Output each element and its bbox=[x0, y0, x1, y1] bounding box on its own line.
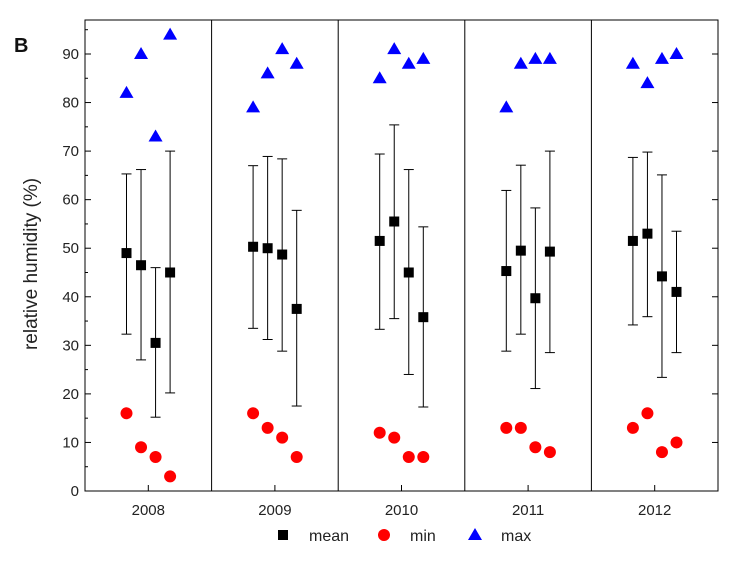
mean-point bbox=[262, 243, 273, 254]
min-point bbox=[388, 431, 401, 444]
y-tick-label: 0 bbox=[71, 483, 79, 500]
max-point bbox=[275, 42, 290, 55]
mean-point bbox=[277, 249, 288, 260]
max-point bbox=[654, 51, 669, 64]
mean-point bbox=[544, 246, 555, 257]
min-point bbox=[543, 446, 556, 459]
mean-point bbox=[671, 286, 682, 297]
y-tick-label: 40 bbox=[62, 289, 79, 306]
max-point bbox=[640, 76, 655, 89]
min-point bbox=[247, 407, 260, 420]
x-tick-label: 2011 bbox=[512, 502, 544, 519]
legend-label-max: max bbox=[501, 528, 531, 545]
min-point bbox=[500, 421, 513, 434]
max-point bbox=[513, 56, 528, 69]
max-point bbox=[134, 46, 149, 59]
min-point bbox=[149, 451, 162, 464]
y-tick-label: 90 bbox=[62, 46, 79, 63]
max-point bbox=[499, 100, 514, 113]
y-tick-label: 10 bbox=[62, 434, 79, 451]
legend-label-min: min bbox=[410, 528, 436, 545]
max-point bbox=[401, 56, 416, 69]
mean-point bbox=[136, 260, 147, 271]
min-point bbox=[276, 431, 289, 444]
y-tick-label: 30 bbox=[62, 337, 79, 354]
mean-point bbox=[403, 267, 414, 278]
min-point bbox=[514, 421, 527, 434]
y-tick-label: 20 bbox=[62, 386, 79, 403]
mean-point bbox=[248, 241, 259, 252]
mean-point bbox=[121, 248, 132, 259]
mean-point bbox=[515, 245, 526, 256]
mean-point bbox=[627, 235, 638, 246]
min-point bbox=[402, 451, 415, 464]
y-tick-label: 50 bbox=[62, 240, 79, 257]
legend: mean min max bbox=[278, 528, 531, 545]
min-point bbox=[626, 421, 639, 434]
mean-point bbox=[291, 303, 302, 314]
min-point bbox=[120, 407, 133, 420]
x-tick-label: 2009 bbox=[258, 502, 291, 519]
max-point bbox=[372, 71, 387, 84]
legend-min-marker bbox=[378, 529, 390, 541]
max-point bbox=[246, 100, 261, 113]
min-point bbox=[373, 426, 386, 439]
max-point bbox=[528, 51, 543, 64]
mean-point bbox=[656, 271, 667, 282]
legend-max-marker bbox=[468, 528, 482, 540]
min-point bbox=[261, 421, 274, 434]
panel-label: B bbox=[14, 35, 28, 57]
max-point bbox=[625, 56, 640, 69]
y-tick-label: 70 bbox=[62, 143, 79, 160]
min-point bbox=[655, 446, 668, 459]
min-point bbox=[529, 441, 542, 454]
mean-point bbox=[530, 293, 541, 304]
plot-area: 0 10 20 30 40 50 60 70 80 90 2008 2009 2010 2011 2012 bbox=[62, 19, 719, 519]
mean-point bbox=[374, 235, 385, 246]
max-point bbox=[148, 129, 163, 142]
max-point bbox=[669, 46, 684, 59]
min-point bbox=[417, 451, 430, 464]
min-point bbox=[164, 470, 177, 483]
min-point bbox=[135, 441, 148, 454]
min-point bbox=[670, 436, 683, 449]
mean-point bbox=[642, 228, 653, 239]
y-axis-label: relative humidity (%) bbox=[21, 178, 42, 350]
y-tick-label: 80 bbox=[62, 95, 79, 112]
x-tick-label: 2010 bbox=[385, 502, 418, 519]
max-point bbox=[289, 56, 304, 69]
y-tick-label: 60 bbox=[62, 192, 79, 209]
mean-point bbox=[165, 267, 176, 278]
max-point bbox=[163, 27, 178, 40]
max-point bbox=[387, 42, 402, 55]
min-point bbox=[290, 451, 303, 464]
max-point bbox=[260, 66, 275, 79]
max-point bbox=[119, 85, 134, 98]
mean-point bbox=[389, 216, 400, 227]
max-point bbox=[542, 51, 557, 64]
legend-label-mean: mean bbox=[309, 528, 349, 545]
mean-point bbox=[150, 337, 161, 348]
plot-frame bbox=[84, 19, 719, 492]
x-tick-label: 2012 bbox=[638, 502, 671, 519]
min-point bbox=[641, 407, 654, 420]
x-tick-label: 2008 bbox=[132, 502, 165, 519]
max-point bbox=[416, 51, 431, 64]
mean-point bbox=[501, 266, 512, 277]
mean-point bbox=[418, 312, 429, 323]
legend-mean-marker bbox=[278, 530, 288, 540]
